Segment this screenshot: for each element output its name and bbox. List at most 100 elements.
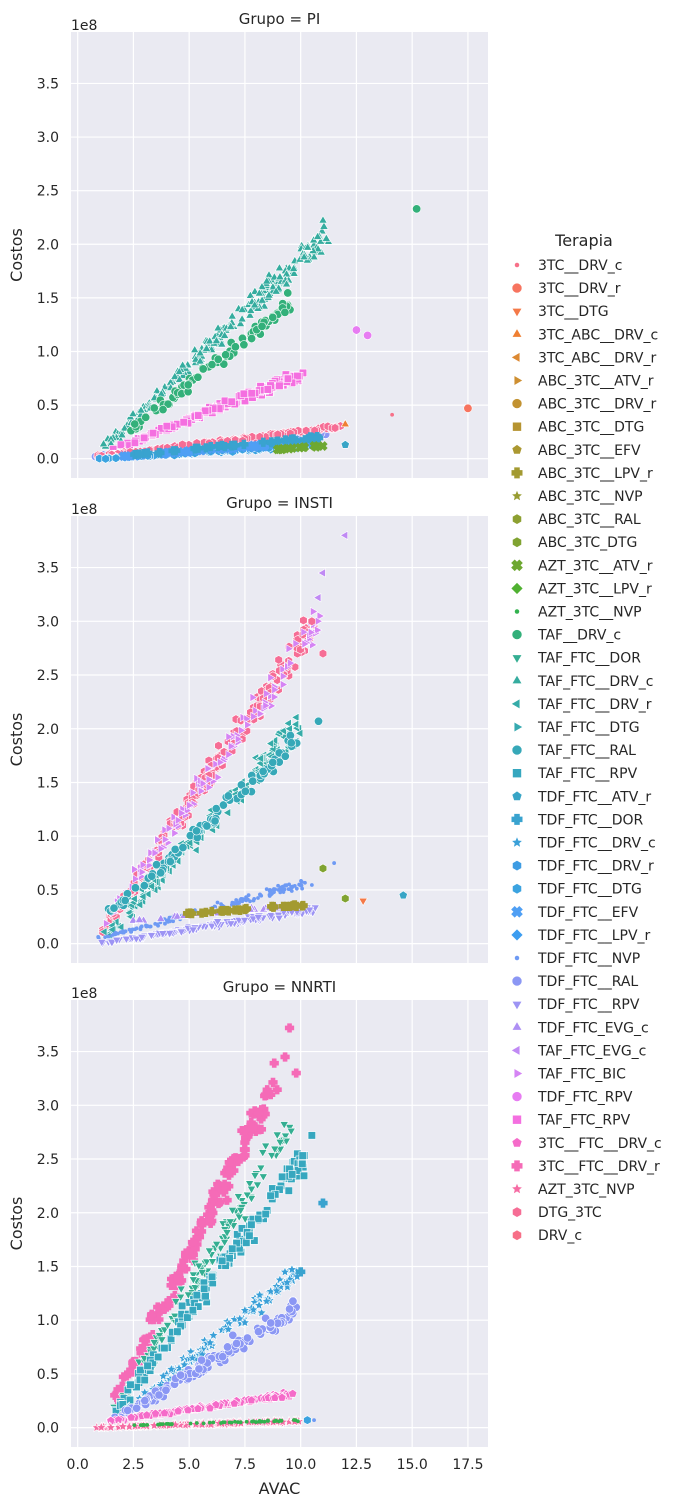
data-point (148, 429, 158, 438)
data-point (147, 848, 156, 858)
data-point (237, 314, 247, 323)
data-point (281, 279, 292, 288)
data-point (253, 1299, 265, 1311)
data-point (285, 1304, 295, 1314)
legend-item: TDF_FTC__RAL (511, 974, 638, 990)
legend-marker (511, 559, 523, 572)
data-point (194, 1262, 204, 1271)
data-point (207, 1329, 219, 1341)
legend-label: TDF_FTC__ATV_r (537, 789, 651, 805)
legend-marker (511, 654, 523, 665)
legend-item: TDF_FTC__EFV (511, 905, 639, 921)
data-point (246, 305, 256, 314)
data-point (227, 311, 237, 320)
legend-label: ABC_3TC__ATV_r (538, 374, 654, 390)
data-point (204, 763, 213, 774)
legend-items: 3TC__DRV_c 3TC__DRV_r 3TC__DTG 3TC_ABC__DRV… (510, 258, 662, 1244)
data-point (271, 684, 280, 695)
legend-marker (511, 905, 523, 918)
data-point (271, 1284, 283, 1296)
data-point (229, 1398, 239, 1408)
legend-label: 3TC__DRV_c (538, 258, 622, 274)
data-point (164, 1300, 174, 1311)
legend-item: TAF_FTC__DTG (513, 720, 640, 736)
data-point (412, 204, 422, 214)
data-point (99, 927, 108, 937)
data-point (194, 1364, 204, 1374)
legend-item: TDF_FTC__DRV_c (510, 836, 656, 852)
data-point (113, 932, 118, 937)
data-point (244, 720, 253, 730)
data-point (182, 908, 193, 919)
y-tick-label: 0.0 (37, 1421, 59, 1437)
data-point (138, 867, 148, 877)
data-point (213, 323, 223, 332)
facet-panel-pi: Grupo = PI 1e8 0.00.51.01.52.02.53.03.5 … (7, 10, 488, 478)
data-point (249, 442, 260, 453)
x-tick-label: 15.0 (397, 1457, 428, 1473)
data-point (227, 1207, 238, 1216)
legend-marker (511, 1091, 523, 1102)
data-point (310, 606, 319, 617)
data-point (208, 1272, 217, 1281)
data-point (109, 903, 119, 913)
legend-label: TAF_FTC__DRV_r (537, 697, 652, 713)
data-point (173, 1327, 182, 1336)
data-point (213, 441, 223, 451)
data-point (205, 1216, 215, 1226)
data-point (149, 1339, 159, 1348)
data-point (298, 1151, 307, 1160)
legend-label: TDF_FTC__DRV_c (537, 836, 656, 852)
data-point (221, 350, 231, 360)
legend-label: TAF_FTC__RPV (537, 766, 638, 782)
data-point (247, 389, 256, 398)
legend-marker (511, 790, 523, 801)
data-point (245, 310, 255, 319)
legend-item: ABC_3TC__RAL (512, 512, 641, 528)
data-point (239, 340, 249, 350)
legend-label: TDF_FTC__RAL (537, 974, 638, 990)
data-point (205, 774, 214, 785)
data-point (154, 835, 163, 845)
data-point (190, 443, 200, 453)
y-tick-label: 3.5 (37, 1045, 59, 1061)
data-point (237, 304, 247, 313)
data-point (318, 1198, 328, 1208)
data-point (188, 1271, 199, 1280)
data-point (217, 757, 226, 768)
data-point (317, 226, 327, 235)
data-point (257, 321, 267, 331)
data-point (245, 1231, 254, 1240)
data-point (192, 1291, 201, 1300)
data-point (240, 1125, 250, 1136)
legend-marker (512, 513, 522, 525)
data-point (101, 454, 110, 464)
data-point (177, 360, 188, 369)
data-point (126, 1412, 136, 1422)
legend-label: ABC_3TC__EFV (538, 443, 641, 459)
legend-marker (511, 467, 523, 479)
legend-item: TDF_FTC__ATV_r (511, 789, 651, 805)
data-point (307, 1131, 316, 1140)
legend-label: ABC_3TC__DTG (538, 420, 644, 436)
data-point (150, 1408, 161, 1418)
data-point (236, 780, 246, 790)
data-point (279, 1121, 289, 1130)
data-point (363, 330, 373, 340)
data-point (218, 800, 228, 810)
legend-item: TDF_FTC_RPV (511, 1090, 633, 1106)
y-tick-label: 1.0 (37, 1313, 59, 1329)
data-point (290, 719, 300, 730)
data-point (220, 396, 230, 405)
data-point (153, 1302, 163, 1312)
x-axis-label: AVAC (259, 1479, 301, 1498)
legend-item: ABC_3TC__LPV_r (511, 466, 653, 482)
data-point (340, 418, 350, 428)
legend-label: ABC_3TC__DRV_r (538, 397, 656, 413)
data-point (234, 1213, 244, 1222)
data-point (145, 1422, 150, 1427)
data-point (293, 1418, 298, 1423)
legend-marker (510, 351, 521, 363)
data-point (116, 440, 126, 449)
data-point (253, 914, 264, 923)
